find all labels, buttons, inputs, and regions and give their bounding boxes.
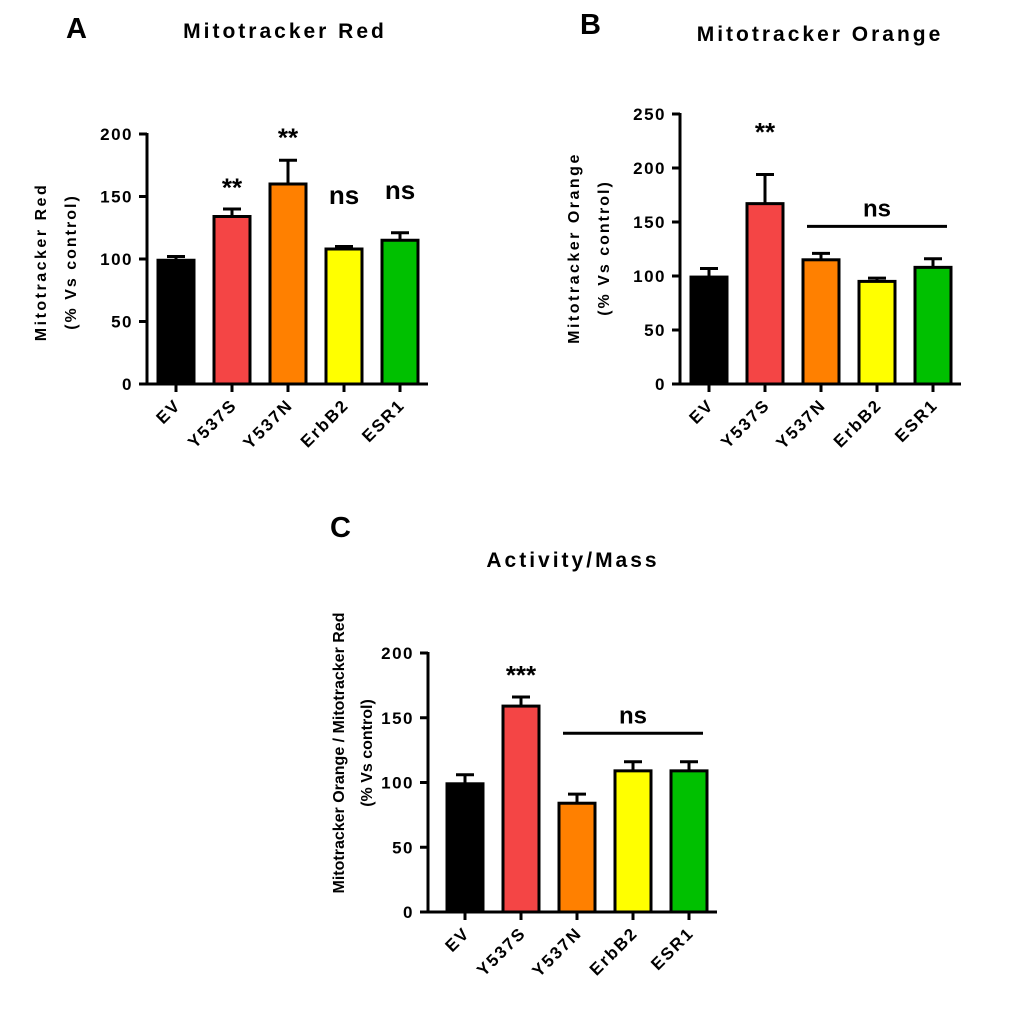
y-axis-label: (% Vs control) <box>596 180 613 316</box>
y-axis-label: (% Vs control) <box>63 194 80 330</box>
x-tick-label: Y537S <box>184 395 241 452</box>
panel-letter-b: B <box>580 9 601 41</box>
panel-a: A Mitotracker Red 0 50 100 150 200 EV Y537SY53… <box>33 13 428 453</box>
x-tick-label: ErbB2 <box>297 395 353 451</box>
y-tick-label: 0 <box>655 375 666 394</box>
y-tick-label: 200 <box>381 644 414 663</box>
y-tick-label: 100 <box>100 250 133 269</box>
y-tick-label: 200 <box>633 159 666 178</box>
y-tick-label: 150 <box>633 213 666 232</box>
y-tick-label: 250 <box>633 105 666 124</box>
y-tick-label: 0 <box>403 903 414 922</box>
chart-title: Mitotracker Orange <box>697 23 944 46</box>
y-tick-label: 50 <box>644 321 666 340</box>
chart-title: Mitotracker Red <box>183 20 387 43</box>
panel-c: C Activity/Mass 0 50 100 150 200 EV Y537SY537N… <box>330 512 717 981</box>
y-tick-label: 0 <box>122 375 133 394</box>
bar-ev <box>689 275 729 386</box>
bar-ev <box>445 782 485 914</box>
y-axis-label: Mitotracker Red <box>33 183 50 341</box>
panel-letter-c: C <box>330 512 351 544</box>
x-tick-label: ErbB2 <box>586 923 642 979</box>
significance-label: ns <box>329 180 359 210</box>
x-tick-label: ESR1 <box>891 395 942 446</box>
bar-erbb2 <box>857 279 897 386</box>
x-tick-label: Y537N <box>240 395 297 452</box>
y-axis-label: (% Vs control) <box>359 699 376 807</box>
x-tick-label: Y537S <box>473 923 530 980</box>
significance-label: ** <box>278 123 299 153</box>
bar-y537n <box>557 801 597 914</box>
x-tick-label: Y537N <box>773 395 830 452</box>
bar-esr1 <box>380 238 420 386</box>
y-tick-label: 100 <box>633 267 666 286</box>
bar-y537n <box>268 182 308 386</box>
y-tick-label: 150 <box>100 188 133 207</box>
significance-label: ** <box>222 173 243 203</box>
y-tick-label: 150 <box>381 709 414 728</box>
y-tick-label: 50 <box>392 838 414 857</box>
x-tick-label: Y537S <box>717 395 774 452</box>
x-tick-label: ESR1 <box>358 395 409 446</box>
bar-y537s <box>501 704 541 914</box>
y-axis-label: Mitotracker Orange / Mitotracker Red <box>331 613 348 894</box>
y-tick-label: 100 <box>381 774 414 793</box>
chart-title: Activity/Mass <box>486 549 659 572</box>
bar-erbb2 <box>324 247 364 386</box>
y-axis-label: Mitotracker Orange <box>566 152 583 344</box>
panel-letter-a: A <box>66 13 87 45</box>
y-tick-label: 50 <box>111 313 133 332</box>
significance-label: ** <box>755 117 776 147</box>
x-tick-label: EV <box>153 395 185 427</box>
significance-label: ns <box>863 195 891 222</box>
significance-label: *** <box>506 660 537 690</box>
significance-label: ns <box>619 702 647 729</box>
bar-esr1 <box>913 265 953 386</box>
x-tick-label: EV <box>442 923 474 955</box>
bar-erbb2 <box>613 769 653 914</box>
y-tick-label: 200 <box>100 125 133 144</box>
x-tick-label: ErbB2 <box>830 395 886 451</box>
bar-y537s <box>745 202 785 386</box>
x-tick-label: EV <box>686 395 718 427</box>
bar-y537s <box>212 215 252 386</box>
bar-y537n <box>801 258 841 386</box>
x-tick-label: ESR1 <box>647 923 698 974</box>
significance-label: ns <box>385 175 415 205</box>
bar-ev <box>156 258 196 386</box>
bar-esr1 <box>669 769 709 914</box>
x-tick-label: Y537N <box>529 923 586 980</box>
